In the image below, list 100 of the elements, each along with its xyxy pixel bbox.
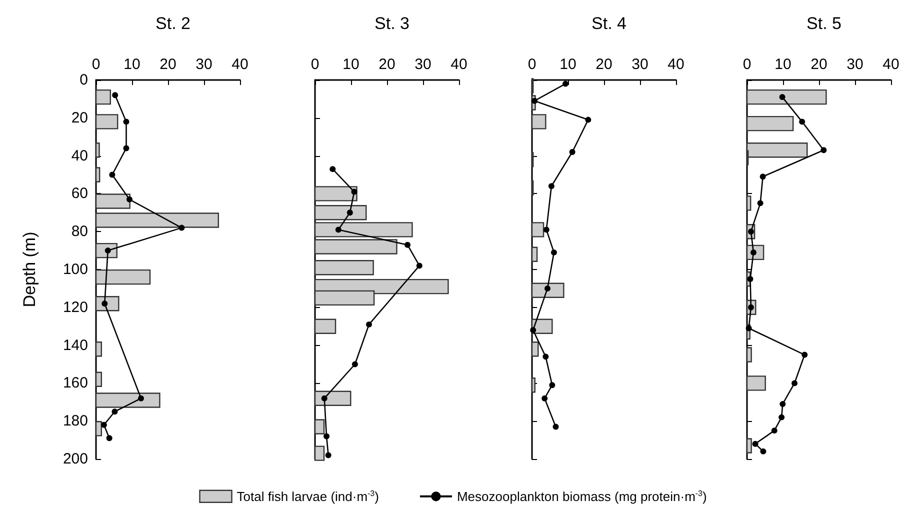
bar xyxy=(531,341,539,357)
point xyxy=(352,361,358,368)
bar xyxy=(314,419,325,434)
x-tick-label: 30 xyxy=(846,56,864,73)
bar xyxy=(746,89,827,105)
point xyxy=(780,401,786,408)
bar xyxy=(95,194,130,209)
point xyxy=(321,395,328,402)
bar xyxy=(314,390,352,406)
x-tick-label: 20 xyxy=(378,56,396,73)
y-tick-label: 60 xyxy=(71,185,88,202)
bar xyxy=(95,114,118,130)
bar xyxy=(95,341,102,357)
point xyxy=(416,262,422,269)
bar xyxy=(95,167,100,182)
point xyxy=(820,147,827,154)
x-tick-label: 0 xyxy=(92,56,100,73)
x-tick-label: 0 xyxy=(742,56,752,73)
bar xyxy=(531,114,546,130)
bar xyxy=(746,438,752,454)
y-tick-label: 200 xyxy=(62,450,88,468)
point xyxy=(779,94,786,100)
x-tick-label: 10 xyxy=(560,56,576,73)
x-tick-label: 10 xyxy=(774,56,792,73)
point xyxy=(802,352,808,358)
chart-title: St. 5 xyxy=(806,14,842,33)
bar xyxy=(531,282,564,298)
point xyxy=(532,98,538,104)
point xyxy=(746,325,752,332)
y-tick-label: 80 xyxy=(71,223,88,240)
point xyxy=(404,242,411,248)
bar xyxy=(314,186,358,202)
x-tick-label: 10 xyxy=(124,56,140,73)
point xyxy=(324,433,330,440)
x-tick-label: 40 xyxy=(450,56,468,73)
x-tick-label: 40 xyxy=(232,56,248,73)
bar xyxy=(746,376,766,391)
bar xyxy=(95,372,102,388)
bar xyxy=(95,421,102,436)
bar xyxy=(531,246,538,262)
point xyxy=(760,448,766,454)
x-tick-label: 0 xyxy=(528,56,536,73)
x-tick-label: 40 xyxy=(668,56,684,73)
point xyxy=(778,414,785,420)
point xyxy=(792,380,798,386)
point xyxy=(585,116,592,123)
bar xyxy=(314,446,325,461)
y-tick-label: 40 xyxy=(71,147,88,164)
x-tick-label: 30 xyxy=(196,56,212,73)
x-tick-label: 20 xyxy=(810,56,828,73)
point xyxy=(562,80,568,87)
point xyxy=(330,166,336,172)
x-tick-label: 30 xyxy=(414,56,432,73)
x-tick-label: 10 xyxy=(342,56,360,73)
bar xyxy=(95,269,151,285)
bar xyxy=(95,212,219,228)
point xyxy=(530,327,536,334)
bar xyxy=(314,260,374,276)
bar xyxy=(95,89,111,105)
chart-title: St. 3 xyxy=(374,14,410,33)
point xyxy=(569,149,576,156)
point xyxy=(335,226,342,233)
point xyxy=(366,321,372,328)
y-tick-label: 100 xyxy=(62,261,88,278)
y-axis-title: Depth (m) xyxy=(20,232,39,308)
x-tick-label: 0 xyxy=(310,56,320,73)
point xyxy=(544,285,550,292)
y-tick-label: 0 xyxy=(80,72,88,88)
point xyxy=(548,183,554,190)
chart-title: St. 4 xyxy=(592,14,626,33)
point xyxy=(543,226,550,233)
bar xyxy=(95,392,160,408)
y-tick-label: 20 xyxy=(71,109,88,126)
point xyxy=(771,428,778,434)
bar xyxy=(746,116,794,132)
x-tick-label: 30 xyxy=(632,56,648,73)
bar xyxy=(531,222,544,238)
point xyxy=(542,354,549,360)
point xyxy=(799,118,806,125)
point xyxy=(760,174,766,180)
bar xyxy=(95,142,100,158)
point xyxy=(552,424,559,430)
y-tick-label: 120 xyxy=(62,298,88,316)
bar xyxy=(531,377,536,393)
x-tick-label: 40 xyxy=(882,56,900,73)
point xyxy=(346,210,353,216)
point xyxy=(747,276,754,282)
y-tick-label: 180 xyxy=(62,412,88,430)
point xyxy=(550,249,557,256)
chart-title: St. 2 xyxy=(156,14,190,33)
point xyxy=(752,440,758,447)
x-tick-label: 20 xyxy=(160,56,176,73)
bar xyxy=(746,196,752,211)
bar xyxy=(314,318,336,334)
point xyxy=(757,200,764,206)
point xyxy=(542,395,548,402)
point xyxy=(549,382,556,388)
bar xyxy=(746,347,752,362)
point xyxy=(325,452,332,458)
y-tick-label: 160 xyxy=(62,374,88,392)
